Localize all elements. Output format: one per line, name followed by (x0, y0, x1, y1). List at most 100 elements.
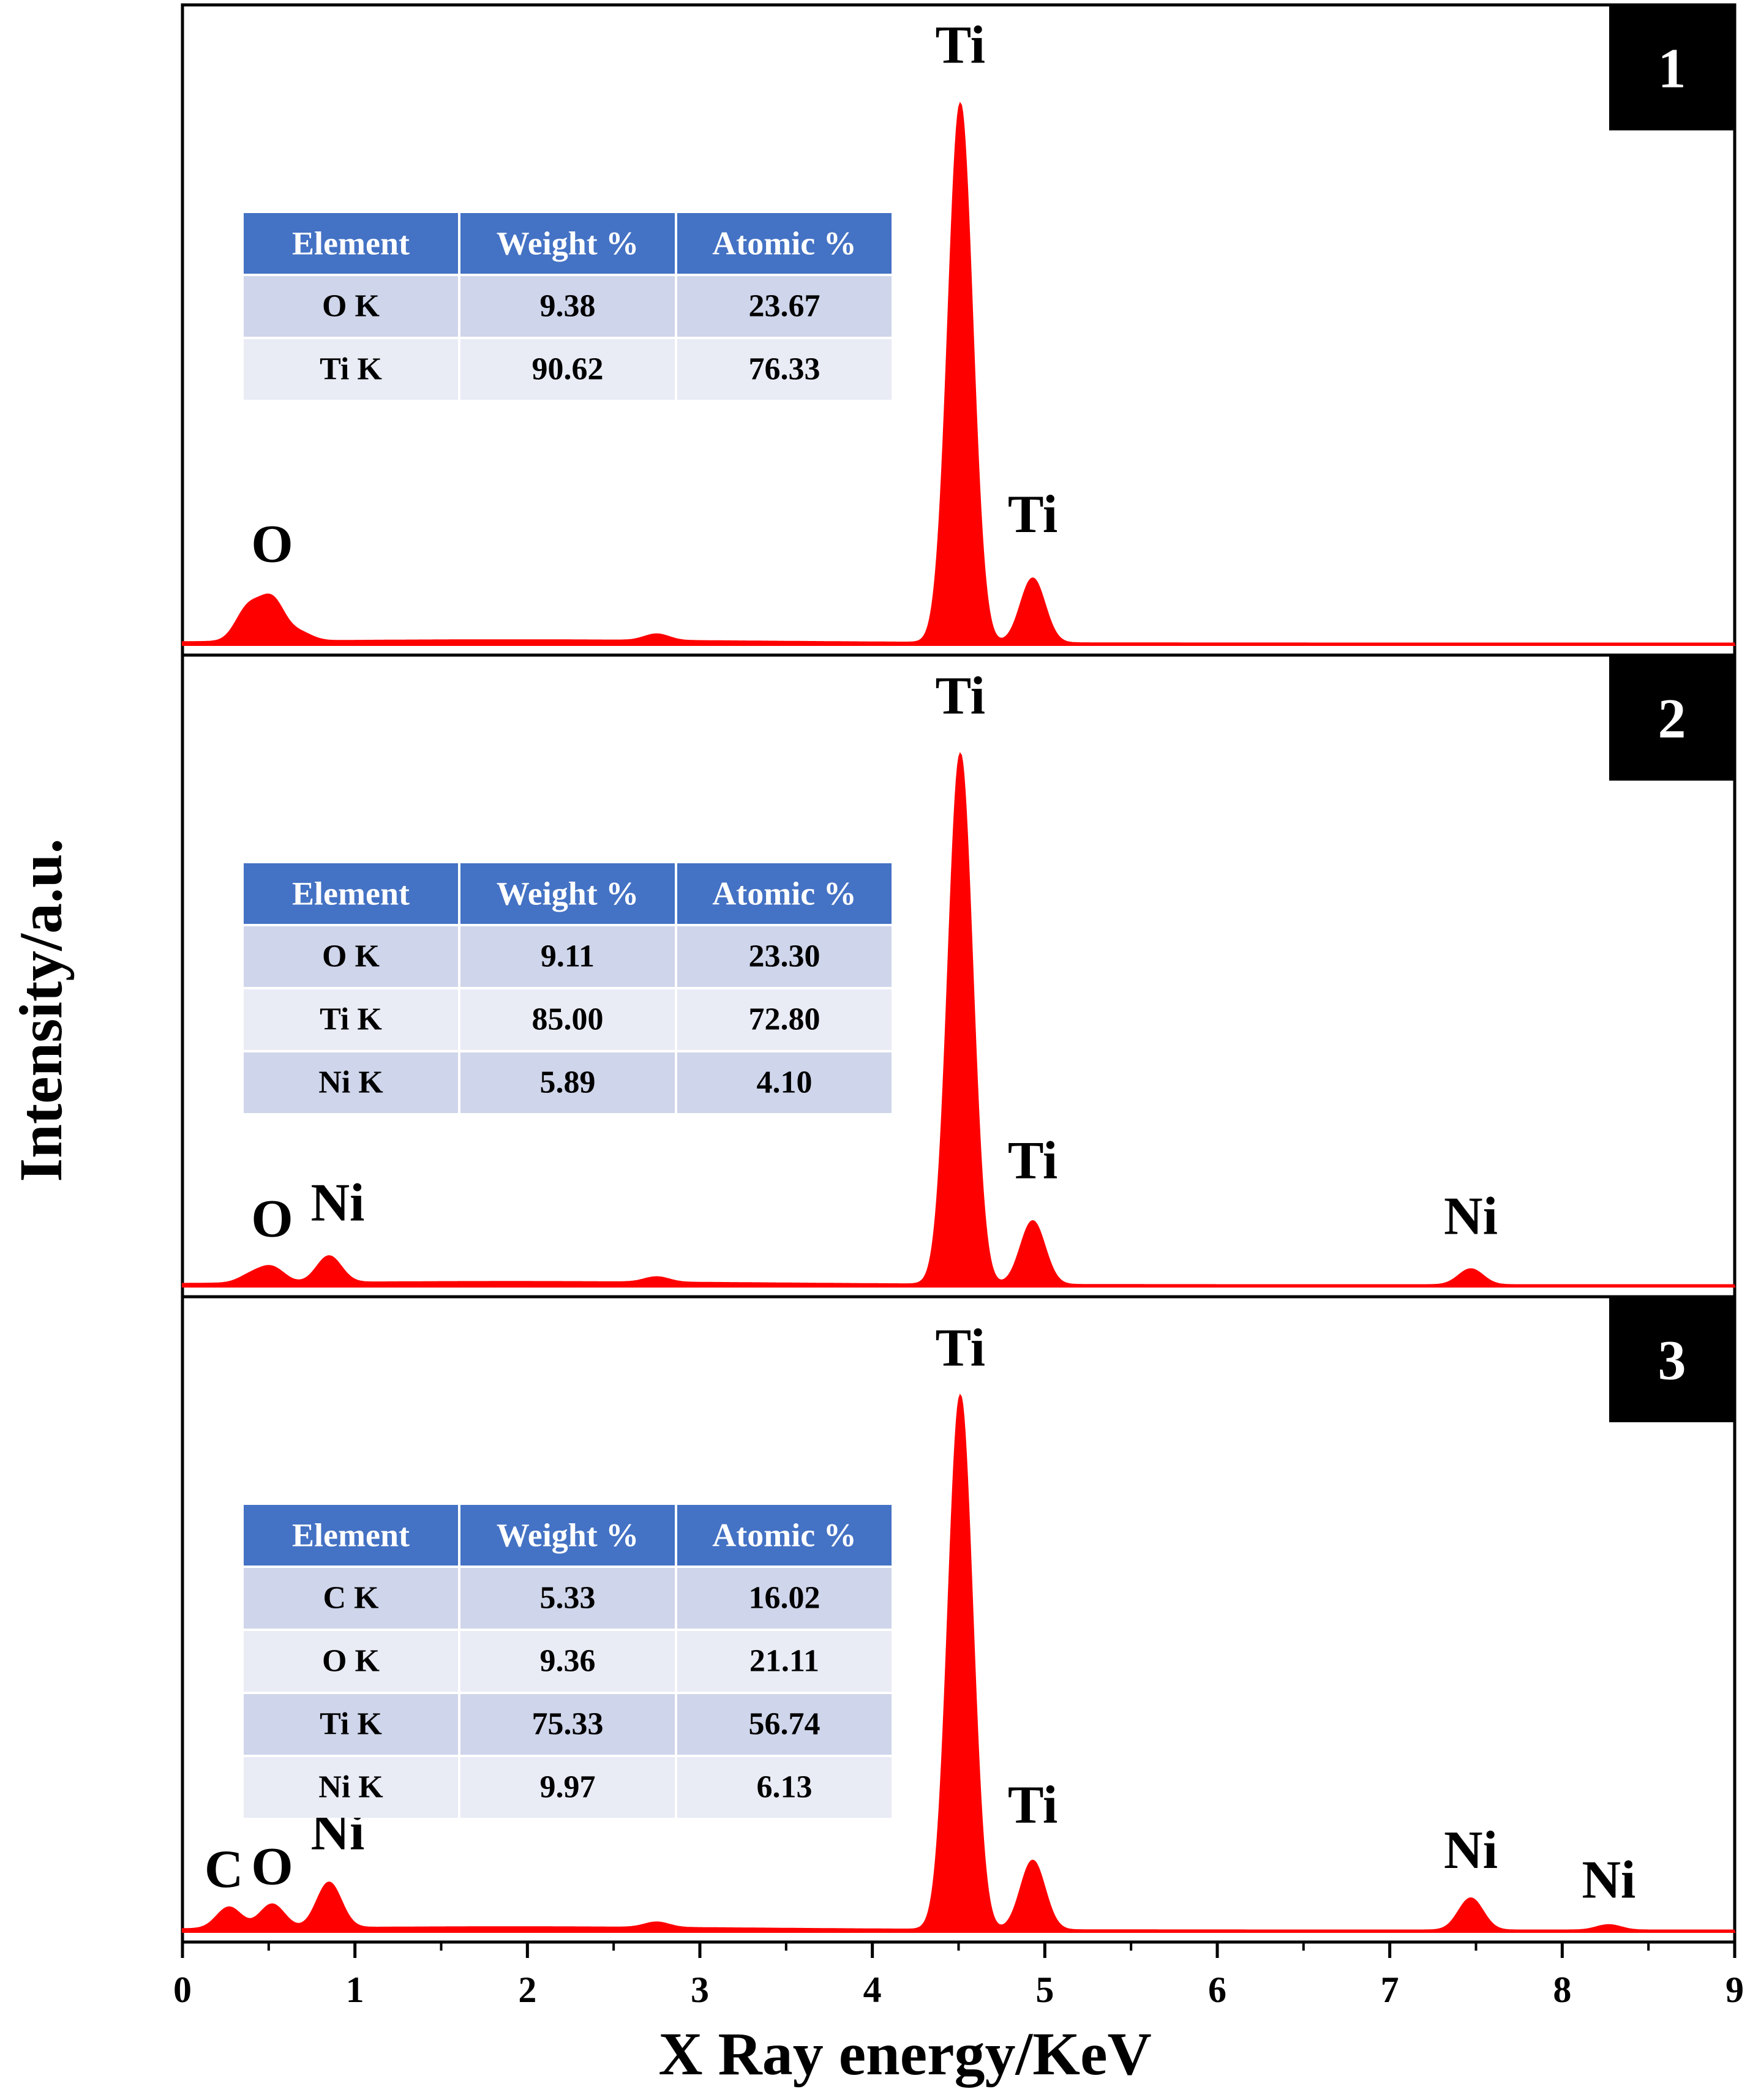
panel-badge (1609, 655, 1735, 781)
table-cell (677, 1052, 892, 1113)
table-cell (244, 1568, 458, 1629)
table-header-cell (244, 1505, 458, 1566)
table-header-cell (244, 213, 458, 274)
table-header-label: Element (292, 225, 410, 262)
peak-label: O (251, 1190, 293, 1249)
spectrum-area (182, 752, 1736, 1288)
table-cell (677, 1568, 892, 1629)
peak-label: Ni (1444, 1821, 1498, 1880)
table-cell-value: Ti K (320, 1002, 382, 1037)
table-cell (460, 1757, 675, 1818)
peak-label: Ni (1444, 1187, 1498, 1246)
peak-label: Ti (936, 16, 986, 75)
table-cell-value: Ti K (320, 352, 382, 387)
table-cell (460, 1694, 675, 1755)
table-header-cell (244, 863, 458, 924)
table-cell-value: 9.11 (541, 939, 595, 974)
peak-label: Ti (1008, 485, 1058, 544)
table-cell (460, 276, 675, 337)
peak-label: Ni (1582, 1850, 1635, 1910)
table-cell (677, 1757, 892, 1818)
spectra-panels: O Ti Ti 1 Element Weight % Atomic % O K 9.38 23.6… (181, 3, 1737, 1944)
table-cell-value: 75.33 (532, 1707, 604, 1742)
table-cell (244, 1757, 458, 1818)
x-tick-label: 6 (1208, 1970, 1226, 2010)
x-tick-label: 1 (346, 1970, 364, 2010)
table-cell-value: 6.13 (757, 1770, 813, 1805)
x-tick-label: 2 (518, 1970, 536, 2010)
peak-label: Ti (936, 1319, 986, 1378)
peak-label: Ni (311, 1174, 365, 1233)
table-cell-value: 90.62 (532, 352, 604, 387)
table-cell (244, 276, 458, 337)
table-header-label: Weight % (497, 1517, 639, 1554)
table-cell-value: O K (322, 289, 380, 324)
table-cell (677, 276, 892, 337)
spectrum-area (182, 1393, 1736, 1933)
panel-badge-label: 3 (1658, 1329, 1686, 1392)
x-tick-label: 7 (1381, 1970, 1399, 2010)
table-cell (677, 339, 892, 400)
table-cell-value: Ni K (318, 1065, 383, 1100)
table-cell-value: O K (322, 939, 380, 974)
table-cell (244, 1694, 458, 1755)
table-cell-value: 4.10 (757, 1065, 813, 1100)
spectrum-area (182, 102, 1736, 646)
x-tick-label: 3 (691, 1970, 709, 2010)
peak-label: O (251, 514, 293, 574)
table-cell (677, 1694, 892, 1755)
table-cell (460, 989, 675, 1050)
table-header-label: Weight % (497, 876, 639, 912)
peak-label: Ti (1008, 1776, 1058, 1835)
table-cell (677, 1631, 892, 1692)
x-axis-title: X Ray energy/KeV (658, 2020, 1151, 2088)
peak-label: Ti (1008, 1131, 1058, 1190)
table-header-cell (460, 1505, 675, 1566)
panel-badge (1609, 1297, 1735, 1422)
panel-2: O Ni Ti Ti Ni 2 Element Weight % Atomic % O K 9.11… (181, 653, 1737, 1299)
panel-badge (1609, 5, 1735, 130)
table-cell (460, 1631, 675, 1692)
table-header-cell (677, 1505, 892, 1566)
table-header-cell (460, 863, 675, 924)
table-cell-value: 5.33 (540, 1581, 596, 1616)
table-header-label: Atomic % (712, 1517, 856, 1554)
table-header-label: Element (292, 876, 410, 912)
peak-label: O (251, 1837, 293, 1896)
table-header-cell (677, 863, 892, 924)
table-cell (244, 1631, 458, 1692)
table-cell (460, 1052, 675, 1113)
x-tick-label: 0 (173, 1970, 192, 2010)
composition-table: Element Weight % Atomic % O K 9.38 23.67 Ti K 9… (244, 213, 892, 400)
table-cell-value: Ni K (318, 1770, 383, 1805)
table-cell (460, 926, 675, 987)
table-cell (244, 1052, 458, 1113)
table-cell (244, 989, 458, 1050)
table-cell (244, 926, 458, 987)
panel-badge-label: 2 (1658, 688, 1686, 750)
table-cell-value: 76.33 (749, 352, 821, 387)
composition-table: Element Weight % Atomic % C K 5.33 16.02 O K 9.… (244, 1505, 892, 1818)
table-header-label: Atomic % (712, 876, 856, 912)
table-cell (677, 989, 892, 1050)
table-cell-value: 23.30 (749, 939, 821, 974)
table-cell-value: 23.67 (749, 289, 821, 324)
table-cell-value: C K (323, 1581, 380, 1616)
table-cell-value: Ti K (320, 1707, 382, 1742)
table-header-label: Atomic % (712, 225, 856, 262)
composition-table: Element Weight % Atomic % O K 9.11 23.30 Ti K 8… (244, 863, 892, 1113)
table-cell-value: 21.11 (749, 1644, 819, 1679)
table-header-label: Element (292, 1517, 410, 1554)
panel-badge-label: 1 (1658, 37, 1686, 100)
table-cell-value: 72.80 (749, 1002, 821, 1037)
x-tick-label: 9 (1726, 1970, 1744, 2010)
peak-label: C (205, 1840, 244, 1899)
table-cell (460, 1568, 675, 1629)
table-cell (460, 339, 675, 400)
table-cell-value: 9.36 (540, 1644, 596, 1679)
table-header-cell (677, 213, 892, 274)
table-cell (244, 339, 458, 400)
x-axis: 0 1 2 3 4 5 6 7 8 9 (173, 1942, 1744, 2010)
